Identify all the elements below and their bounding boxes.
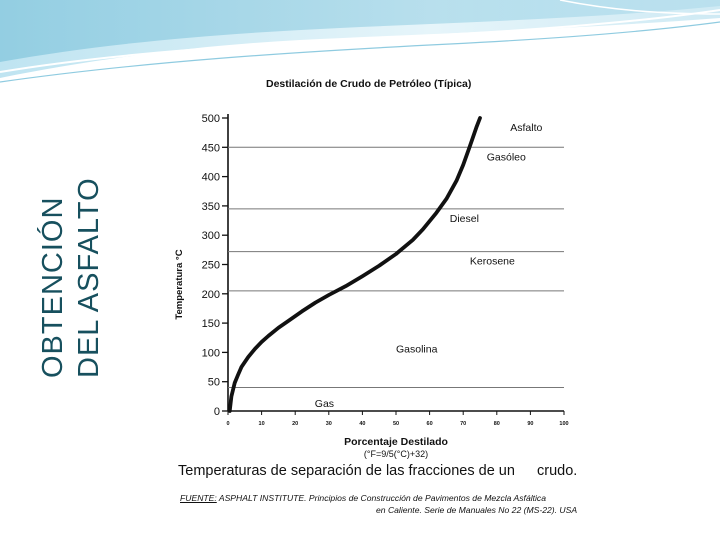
x-tick-label: 60 <box>427 421 433 427</box>
y-tick-label: 400 <box>202 172 220 184</box>
x-tick-label: 0 <box>226 421 229 427</box>
y-tick-label: 500 <box>202 113 220 125</box>
source-label: FUENTE: <box>180 493 217 503</box>
y-axis-label: Temperatura °C <box>174 249 185 319</box>
x-tick-label: 70 <box>460 421 466 427</box>
x-tick-label: 20 <box>292 421 298 427</box>
x-axis-sublabel: (°F=9/5(°C)+32) <box>364 449 428 459</box>
distillation-curve <box>227 116 482 413</box>
fraction-label: Diesel <box>450 213 479 225</box>
y-tick-label: 100 <box>202 347 220 359</box>
fraction-label: Gas <box>315 398 334 410</box>
distillation-figure: Destilación de Crudo de Petróleo (Típica… <box>168 70 624 518</box>
fraction-label: Asfalto <box>510 122 542 134</box>
y-tick-label: 250 <box>202 260 220 272</box>
figure-caption: Temperaturas de separación de las fracci… <box>178 463 628 479</box>
y-tick-label: 200 <box>202 289 220 301</box>
y-tick-label: 300 <box>202 230 220 242</box>
fraction-label: Kerosene <box>470 256 515 268</box>
y-tick-label: 350 <box>202 201 220 213</box>
x-tick-label: 10 <box>259 421 265 427</box>
fraction-label: Gasóleo <box>487 151 526 163</box>
y-tick-label: 0 <box>214 406 220 418</box>
caption-part2: crudo. <box>536 463 578 479</box>
caption-part1: Temperaturas de separación de las fracci… <box>178 463 515 479</box>
y-tick-label: 50 <box>208 377 220 389</box>
x-tick-label: 40 <box>359 421 365 427</box>
x-tick-label: 30 <box>326 421 332 427</box>
slide-title-line2: DEL ASFALTO <box>73 177 105 378</box>
figure-source: FUENTE: ASPHALT INSTITUTE. Principios de… <box>180 492 620 516</box>
chart-title: Destilación de Crudo de Petróleo (Típica… <box>266 78 471 90</box>
x-tick-label: 80 <box>494 421 500 427</box>
slide-title-line1: OBTENCIÓN <box>36 197 69 378</box>
y-tick-label: 150 <box>202 318 220 330</box>
y-tick-label: 450 <box>202 142 220 154</box>
distillation-chart: Destilación de Crudo de Petróleo (Típica… <box>174 78 569 459</box>
x-axis-label: Porcentaje Destilado <box>344 436 448 448</box>
x-tick-label: 90 <box>527 421 533 427</box>
source-line1: ASPHALT INSTITUTE. Principios de Constru… <box>218 493 547 503</box>
slide-title: OBTENCIÓN DEL ASFALTO <box>18 130 128 380</box>
fraction-label: Gasolina <box>396 343 438 355</box>
slide-banner-decoration <box>0 0 720 83</box>
x-tick-label: 100 <box>559 421 568 427</box>
source-line2: en Caliente. Serie de Manuales No 22 (MS… <box>376 505 578 515</box>
x-tick-label: 50 <box>393 421 399 427</box>
